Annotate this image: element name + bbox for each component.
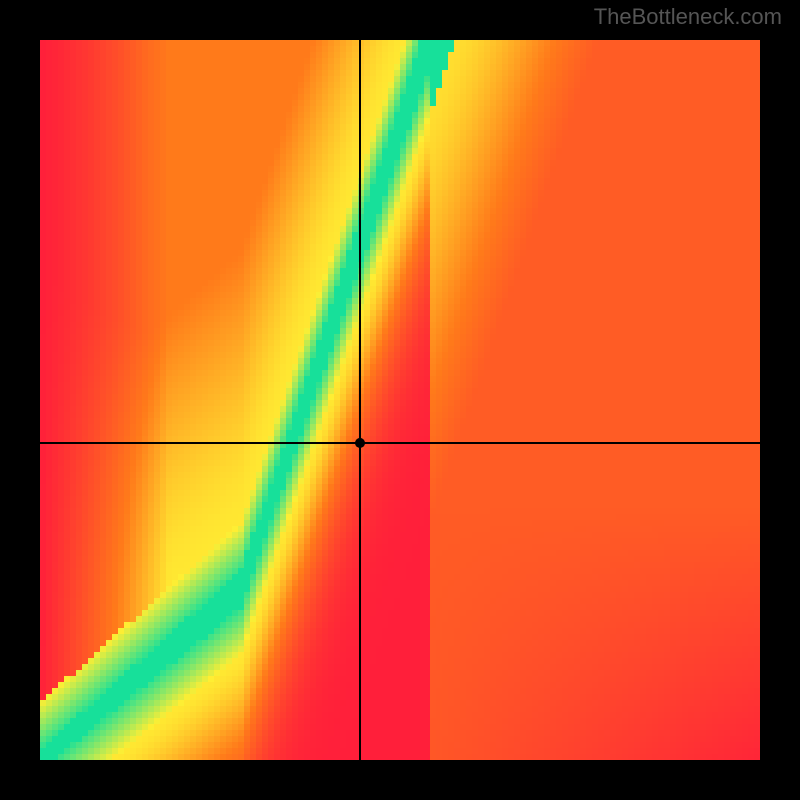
crosshair-vertical [359, 40, 361, 760]
crosshair-horizontal [40, 442, 760, 444]
heatmap-plot [40, 40, 760, 760]
heatmap-canvas [40, 40, 760, 760]
attribution-text: TheBottleneck.com [594, 4, 782, 30]
chart-outer: TheBottleneck.com [0, 0, 800, 800]
